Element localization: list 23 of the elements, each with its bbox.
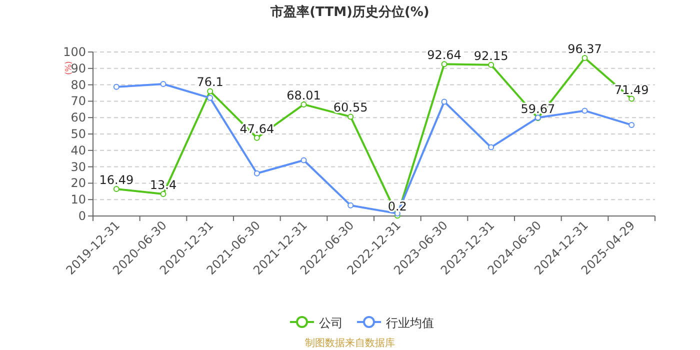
data-label: 96.37	[568, 42, 602, 56]
y-axis-title: (%)	[64, 61, 73, 75]
data-label: 92.64	[427, 48, 462, 62]
y-tick-label: 0	[78, 209, 86, 223]
y-tick-label: 20	[70, 176, 86, 190]
y-tick-label: 80	[70, 78, 86, 92]
data-label: 60.55	[333, 100, 368, 115]
legend-label: 公司	[319, 316, 343, 330]
y-tick-label: 100	[63, 45, 86, 59]
legend-label: 行业均值	[386, 316, 434, 330]
text: 制图数据来自数据库	[305, 337, 395, 349]
y-tick-label: 10	[70, 192, 86, 207]
data-label: 76.1	[196, 75, 224, 90]
y-tick-label: 70	[70, 94, 86, 108]
chart-title: 市盈率(TTM)历史分位(%)	[270, 4, 430, 20]
y-tick-label: 30	[70, 160, 86, 174]
data-label: 92.15	[474, 48, 508, 63]
data-label: 16.49	[99, 172, 134, 187]
y-tick-label: 50	[70, 127, 86, 141]
y-tick-label: 40	[70, 143, 86, 158]
y-tick-label: 90	[70, 61, 86, 76]
y-tick-label: 60	[70, 110, 86, 125]
data-label: 68.01	[286, 88, 321, 102]
